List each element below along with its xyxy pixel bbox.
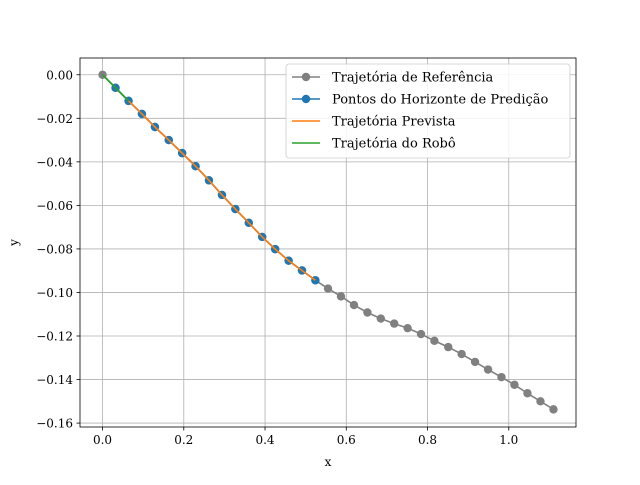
- series-0-point: [376, 314, 386, 323]
- series-0-point: [416, 329, 426, 339]
- series-0-point: [510, 380, 519, 389]
- series-0-point: [523, 389, 532, 398]
- series-0-point: [390, 319, 399, 328]
- series-0-point: [349, 300, 359, 310]
- legend-entry: Trajetória do Robô: [292, 137, 456, 152]
- legend-box: [285, 63, 571, 159]
- y-tick-label: −0.16: [36, 417, 73, 431]
- series-0-point: [363, 308, 372, 317]
- tick-layer: 0.0 0.2 0.4 0.6 0.8 1.0 0.00 −0.02 −0.04 −0.06 −0.…: [36, 68, 518, 447]
- series-0-point: [430, 336, 439, 345]
- series-3-line-overlay: [101, 74, 130, 102]
- series-0-point: [483, 365, 493, 374]
- x-axis-label: x: [325, 455, 332, 469]
- series-0-point: [470, 357, 480, 367]
- legend-label: Trajetória Prevista: [332, 115, 456, 130]
- legend-label: Pontos do Horizonte de Predição: [332, 93, 549, 108]
- legend-swatch-marker: [301, 72, 311, 82]
- plot-frame: [79, 57, 577, 428]
- x-tick-label: 1.0: [499, 433, 518, 447]
- y-tick-label: −0.06: [36, 199, 73, 213]
- y-tick-label: 0.00: [46, 68, 73, 82]
- series-0-point: [549, 405, 558, 414]
- series-0-point: [323, 284, 333, 293]
- y-tick-label: −0.02: [36, 112, 73, 126]
- series-0-point: [536, 397, 545, 406]
- y-axis-label: y: [7, 239, 21, 247]
- series-layer: [98, 70, 558, 414]
- x-tick-label: 0.8: [418, 433, 437, 447]
- series-0-point: [444, 342, 453, 352]
- x-tick-label: 0.0: [93, 433, 112, 447]
- x-tick-label: 0.6: [337, 433, 356, 447]
- series-2-group: [127, 100, 316, 281]
- y-tick-label: −0.08: [36, 242, 73, 256]
- legend-entry: Trajetória de Referência: [292, 71, 494, 86]
- legend-entry: Pontos do Horizonte de Predição: [292, 93, 549, 108]
- grid-layer: [80, 58, 576, 427]
- series-0-point: [336, 292, 346, 301]
- legend-entry: Trajetória Prevista: [292, 115, 456, 130]
- x-tick-label: 0.4: [255, 433, 274, 447]
- y-tick-label: −0.04: [36, 155, 73, 169]
- legend-label: Trajetória de Referência: [332, 71, 494, 86]
- series-2-line: [127, 100, 316, 281]
- series-0-point: [497, 372, 506, 382]
- legend: Trajetória de Referência Pontos do Horizo…: [285, 63, 571, 159]
- y-tick-label: −0.12: [36, 330, 73, 344]
- legend-label: Trajetória do Robô: [332, 137, 456, 152]
- series-0-point: [403, 323, 412, 333]
- legend-swatch-marker: [301, 94, 311, 104]
- y-tick-label: −0.14: [36, 373, 73, 387]
- y-tick-label: −0.10: [36, 286, 73, 300]
- series-0-point: [457, 349, 466, 359]
- x-tick-label: 0.2: [174, 433, 193, 447]
